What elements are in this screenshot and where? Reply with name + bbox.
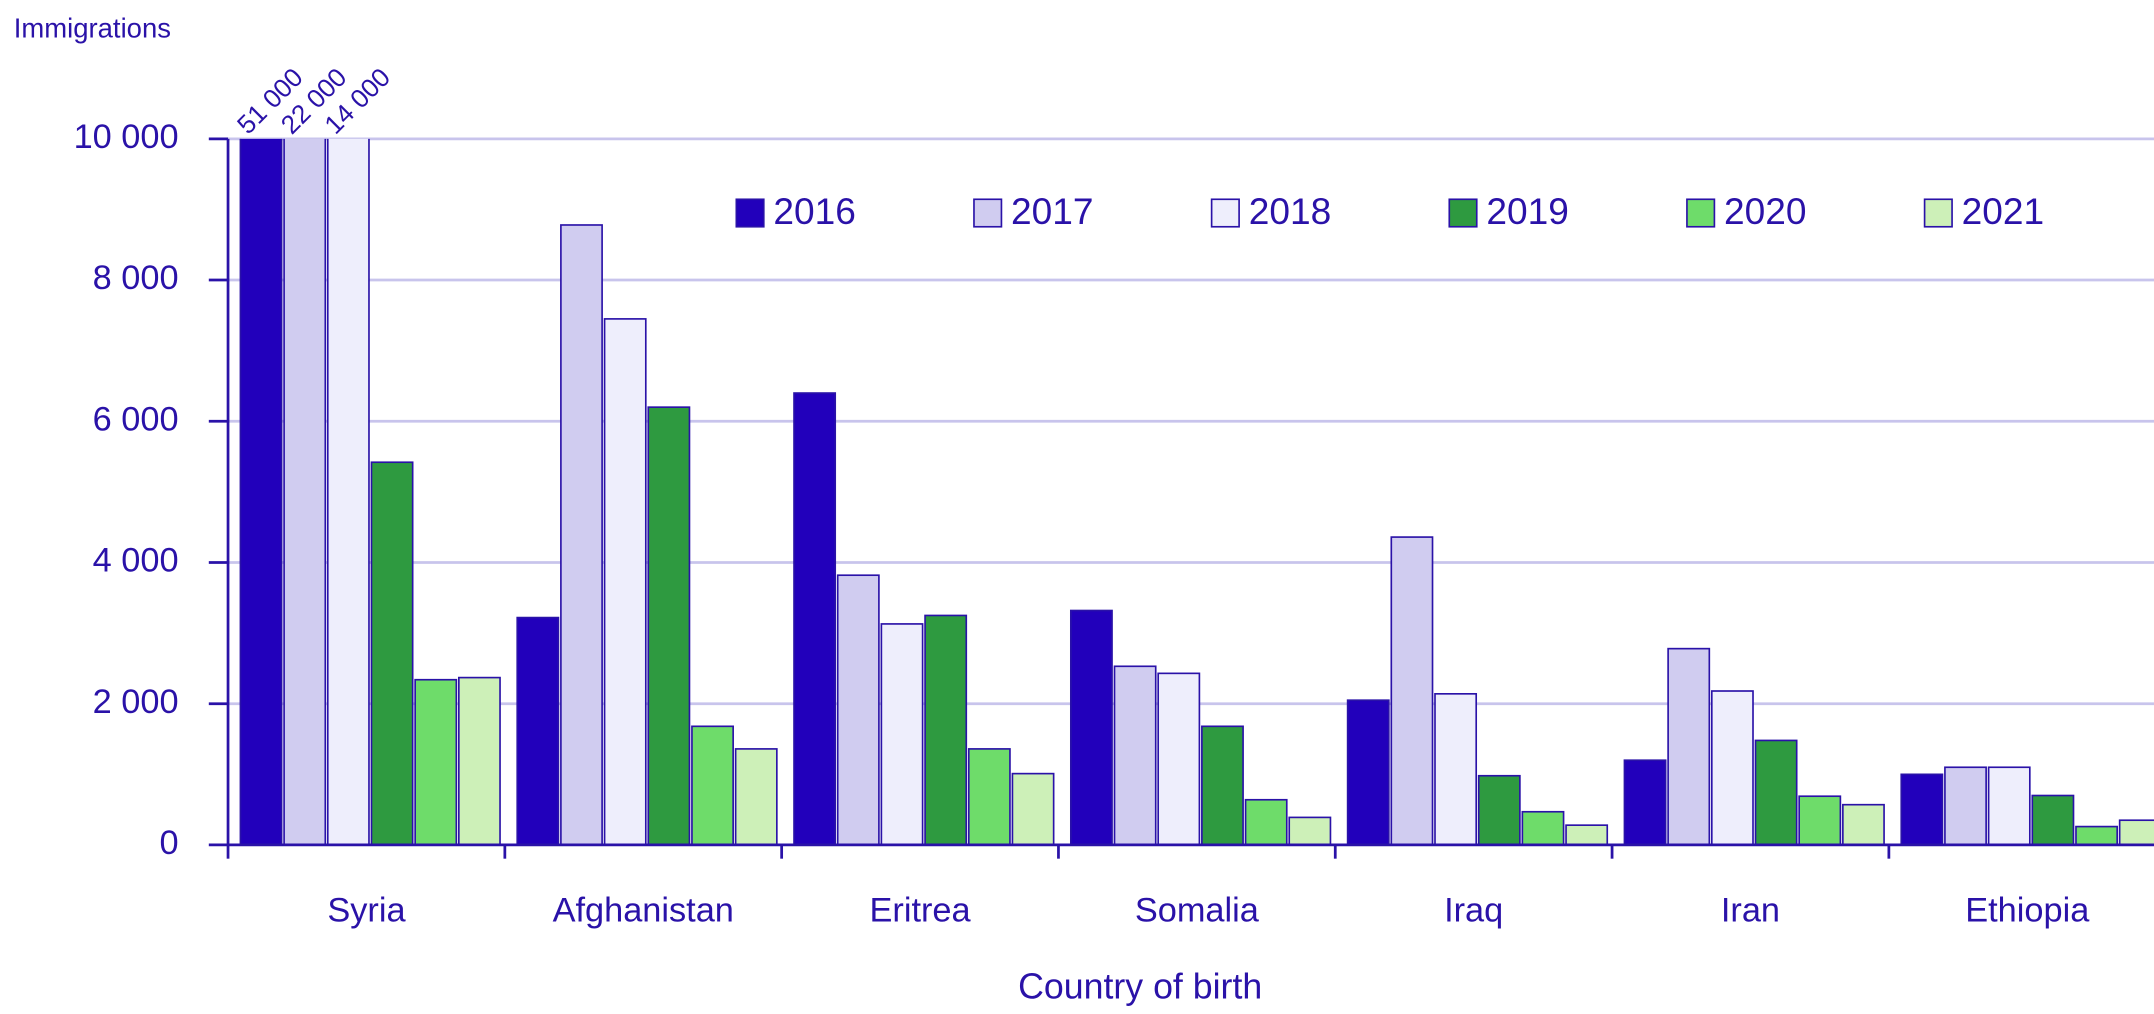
legend-label: 2016 <box>773 190 855 232</box>
bar <box>1113 665 1157 846</box>
legend-swatch <box>735 198 765 228</box>
bar <box>1944 766 1987 846</box>
bar <box>880 623 924 846</box>
bar <box>1011 772 1055 846</box>
bar <box>1900 773 1944 846</box>
bar <box>414 678 458 846</box>
bar <box>1201 725 1244 846</box>
bars <box>239 138 2154 846</box>
bar <box>1521 810 1565 846</box>
legend-label: 2020 <box>1724 190 1806 232</box>
bar <box>516 616 560 846</box>
bar <box>603 318 647 846</box>
x-tick-label: Syria <box>327 891 406 929</box>
legend-swatch <box>1448 198 1478 228</box>
bar <box>967 748 1011 846</box>
bar <box>239 138 283 846</box>
x-tick-label: Iraq <box>1444 891 1503 929</box>
x-tick-label: Afghanistan <box>553 891 734 929</box>
y-tick-label: 0 <box>159 824 178 862</box>
legend-label: 2021 <box>1962 190 2044 232</box>
y-tick-label: 6 000 <box>93 400 179 438</box>
bar <box>1754 739 1798 846</box>
y-tick-label: 10 000 <box>74 118 179 156</box>
bar <box>1288 816 1332 846</box>
bar <box>1987 766 2031 846</box>
bar <box>1623 759 1667 846</box>
grid <box>228 137 2154 706</box>
y-tick-label: 4 000 <box>93 542 179 580</box>
y-axis-title: Immigrations <box>14 13 171 44</box>
bar <box>924 614 968 846</box>
legend-label: 2019 <box>1486 190 1568 232</box>
bar <box>1346 699 1390 846</box>
bar <box>326 138 370 846</box>
bar <box>836 574 880 846</box>
bar <box>734 748 778 846</box>
bar <box>1244 798 1288 846</box>
legend-label: 2018 <box>1249 190 1331 232</box>
bar <box>1710 690 1754 846</box>
x-tick-label: Eritrea <box>869 891 971 929</box>
y-tick-label: 2 000 <box>93 683 179 721</box>
x-tick-label: Somalia <box>1135 891 1260 929</box>
x-tick-label: Iran <box>1721 891 1780 929</box>
bar <box>457 676 501 846</box>
bar <box>370 461 414 846</box>
bar <box>2075 825 2119 846</box>
bar <box>1390 536 1434 846</box>
bar <box>1565 824 1609 846</box>
bar <box>647 406 691 846</box>
legend-swatch <box>1210 198 1240 228</box>
bar <box>2118 819 2154 846</box>
bar <box>1069 609 1113 846</box>
bar <box>560 224 603 846</box>
y-tick-label: 8 000 <box>93 259 179 297</box>
bar <box>1798 795 1842 846</box>
bar <box>691 725 734 846</box>
bar <box>1842 803 1885 846</box>
bar <box>1434 693 1478 846</box>
bar <box>1477 774 1521 846</box>
legend-swatch <box>1923 198 1953 228</box>
bar <box>1157 672 1201 846</box>
bar <box>793 392 837 846</box>
bar <box>1667 647 1711 846</box>
bar <box>2031 794 2075 846</box>
legend-swatch <box>1686 198 1716 228</box>
legend-swatch <box>973 198 1003 228</box>
legend-label: 2017 <box>1011 190 1093 232</box>
x-axis-title: Country of birth <box>1018 967 1262 1007</box>
x-tick-label: Ethiopia <box>1965 891 2090 929</box>
bar <box>283 138 327 846</box>
